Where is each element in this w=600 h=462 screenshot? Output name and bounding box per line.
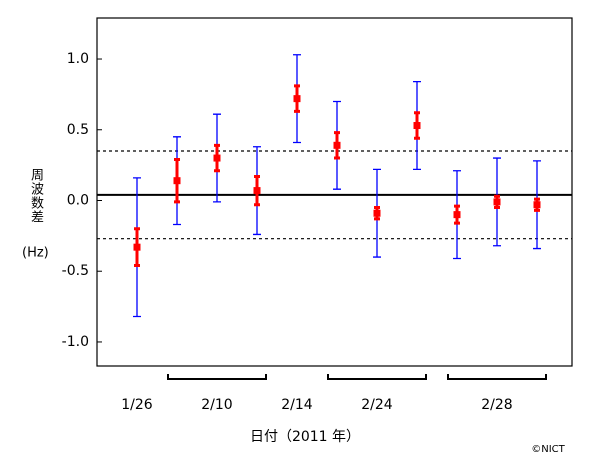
point bbox=[293, 95, 301, 103]
y-tick-label: 0.5 bbox=[67, 122, 89, 138]
point bbox=[333, 141, 341, 149]
plot-frame bbox=[96, 17, 573, 367]
x-tick-label: 2/10 bbox=[201, 397, 232, 413]
point bbox=[453, 211, 461, 219]
point bbox=[173, 177, 181, 185]
group-bracket bbox=[447, 374, 547, 380]
y-tick-label: 0.0 bbox=[67, 192, 89, 208]
x-axis-label: 日付（2011 年） bbox=[250, 429, 360, 445]
y-axis-label: 周波数差 bbox=[28, 168, 43, 224]
group-bracket bbox=[327, 374, 427, 380]
point bbox=[493, 198, 501, 206]
point bbox=[413, 122, 421, 130]
y-unit: (Hz) bbox=[22, 246, 49, 261]
point bbox=[373, 209, 381, 217]
y-tick-label: 1.0 bbox=[67, 51, 89, 67]
y-tick-label: -0.5 bbox=[62, 263, 89, 279]
x-tick-label: 1/26 bbox=[121, 397, 153, 413]
point bbox=[533, 201, 541, 209]
x-tick-label: 2/28 bbox=[481, 397, 512, 413]
point bbox=[213, 154, 221, 162]
x-tick-label: 2/24 bbox=[361, 397, 393, 413]
point bbox=[133, 243, 141, 251]
point bbox=[253, 187, 261, 195]
y-tick-label: -1.0 bbox=[62, 334, 89, 350]
x-tick-label: 2/14 bbox=[281, 397, 313, 413]
credit: ©NICT bbox=[531, 444, 565, 455]
group-bracket bbox=[167, 374, 267, 380]
